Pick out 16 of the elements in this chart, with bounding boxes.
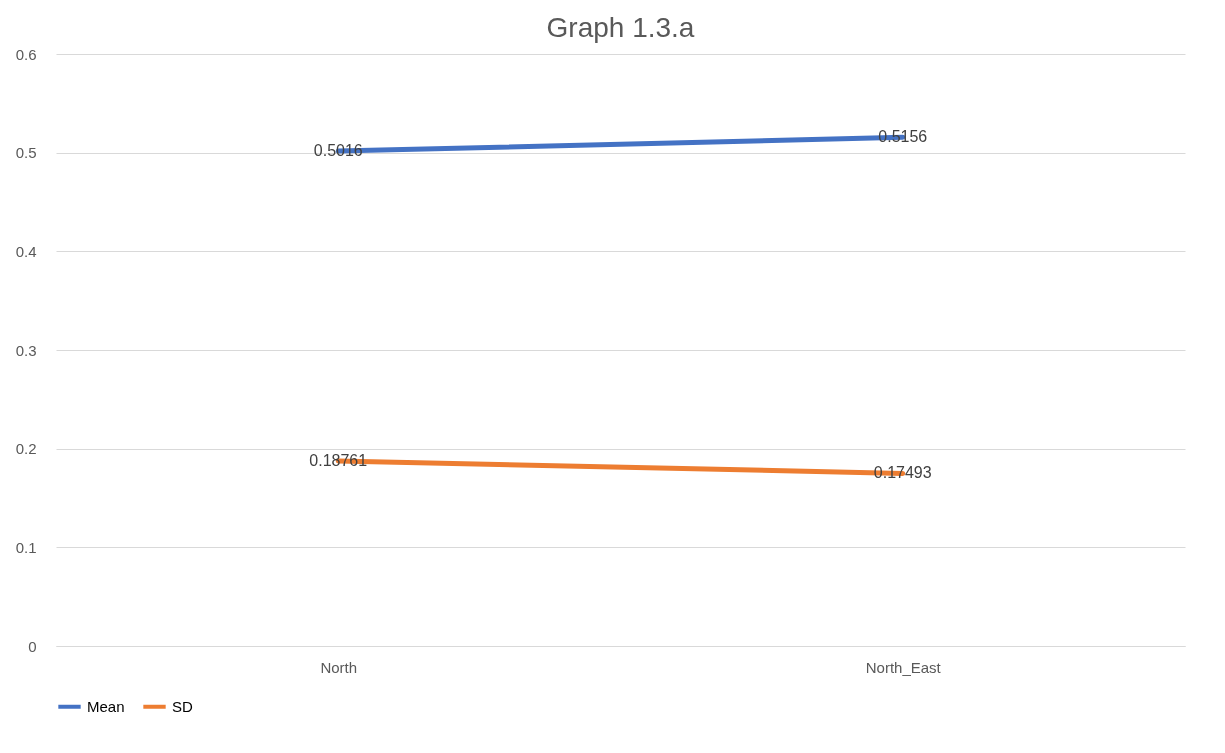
chart-title: Graph 1.3.a [546,12,695,43]
data-label: 0.5016 [313,142,363,160]
data-label: 0.17493 [873,464,932,482]
y-tick-label: 0 [28,637,37,655]
y-tick-label: 0.3 [15,341,37,359]
x-tick-label: North_East [865,658,942,676]
y-tick-label: 0.2 [15,440,37,458]
y-tick-label: 0.5 [15,144,37,162]
legend-label: SD [172,697,193,715]
y-tick-label: 0.6 [15,45,37,63]
y-tick-label: 0.4 [15,242,37,260]
x-tick-label: North [320,658,358,676]
legend-label: Mean [87,697,125,715]
data-label: 0.18761 [309,451,368,469]
y-tick-label: 0.1 [15,538,37,556]
data-label: 0.5156 [878,128,928,146]
